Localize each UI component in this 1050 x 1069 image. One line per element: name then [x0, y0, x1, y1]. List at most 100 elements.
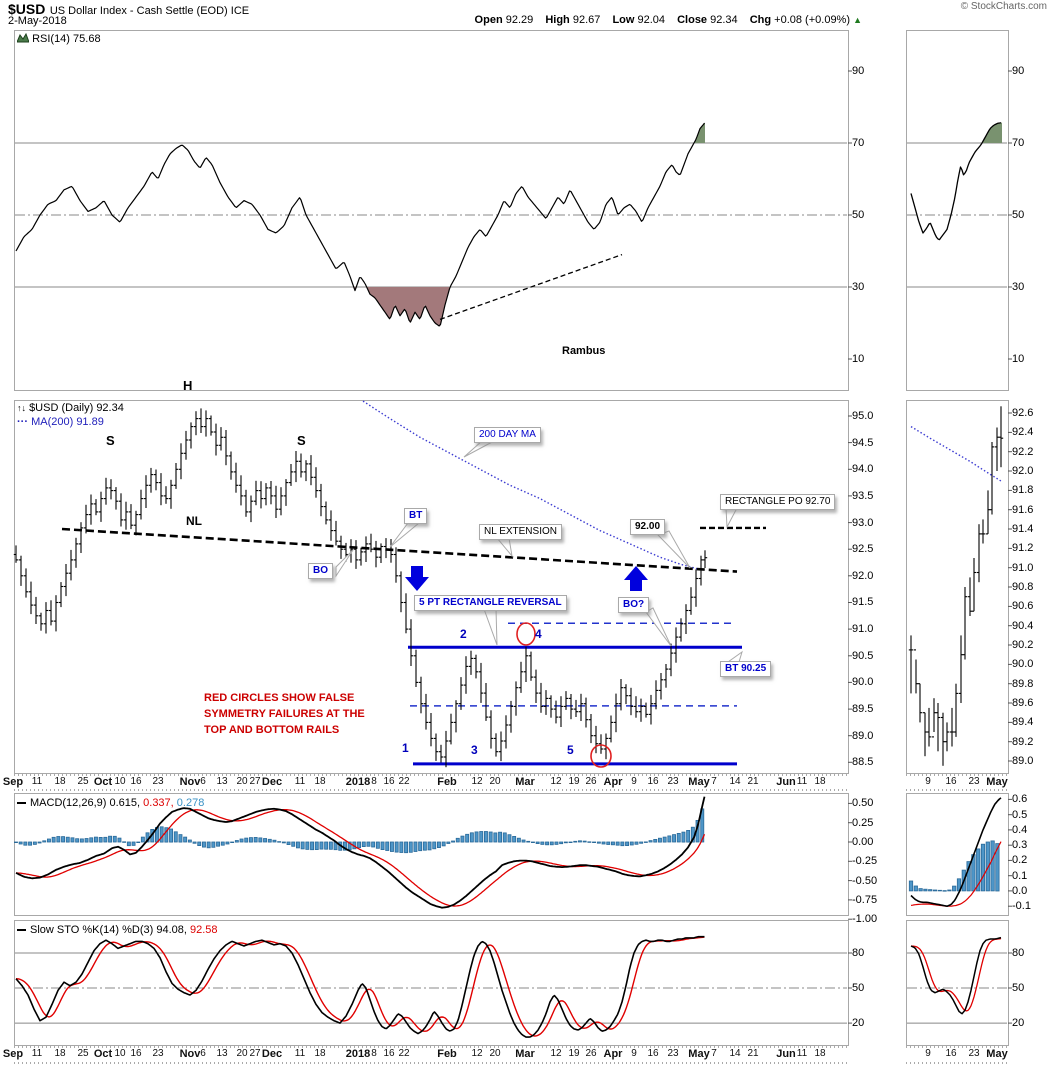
- x-axis-label: 27: [249, 1048, 261, 1059]
- price-mini-panel-tick: 89.0: [1012, 755, 1034, 767]
- x-axis-label: 16: [945, 1048, 957, 1059]
- rsi-mini-panel-tick: 70: [1012, 137, 1025, 149]
- callout-bo-question: BO?: [618, 597, 650, 613]
- macd-legend: MACD(12,26,9) 0.615, 0.337, 0.278: [17, 797, 204, 809]
- x-axis-label: 9: [925, 1048, 931, 1059]
- price-main-panel-tick: 89.5: [852, 703, 874, 715]
- x-axis-label: 16: [945, 776, 957, 787]
- macd-mini-panel-tick: 0.4: [1012, 824, 1028, 836]
- x-axis-label: 21: [747, 1048, 759, 1059]
- price-legend: ↑↓ $USD (Daily) 92.34: [17, 402, 124, 414]
- x-axis-label: 23: [968, 1048, 980, 1059]
- x-axis-label: 18: [314, 776, 326, 787]
- price-mini-panel-tick: 90.2: [1012, 639, 1034, 651]
- chart-title: US Dollar Index - Cash Settle (EOD) ICE: [49, 5, 250, 17]
- x-axis-label: Nov: [179, 776, 201, 788]
- price-mini-panel-tick: 92.2: [1012, 446, 1034, 458]
- price-main-panel-tick: 90.5: [852, 650, 874, 662]
- x-axis-label: May: [688, 1048, 710, 1060]
- sto-line-icon: [17, 929, 26, 932]
- price-main-panel-tick: 94.0: [852, 463, 874, 475]
- price-mini-panel-tick: 89.2: [1012, 736, 1034, 748]
- rsi-main-panel-tick: 90: [852, 65, 865, 77]
- macd-main-panel-tick: -0.50: [852, 875, 878, 887]
- rsi-legend: RSI(14) 75.68: [16, 32, 101, 45]
- red-circles-note: RED CIRCLES SHOW FALSE SYMMETRY FAILURES …: [204, 692, 365, 736]
- rsi-mini-panel-tick: 50: [1012, 209, 1025, 221]
- chg-label: Chg: [749, 14, 772, 26]
- sto-mini-panel-tick: 20: [1012, 1017, 1025, 1029]
- sto-main-panel-tick: 80: [852, 947, 865, 959]
- price-mini-panel-tick: 90.4: [1012, 620, 1034, 632]
- x-axis-label: 19: [568, 776, 580, 787]
- callout-bo: BO: [308, 563, 333, 579]
- x-axis-label: Apr: [603, 776, 623, 788]
- low-value: 92.04: [637, 14, 666, 26]
- updown-arrows-icon: ↑↓: [17, 403, 26, 413]
- high-label: High: [545, 14, 570, 26]
- x-axis-label: 8: [371, 1048, 377, 1059]
- tick-strip: [906, 1062, 1008, 1064]
- price-main-panel-tick: 92.0: [852, 570, 874, 582]
- sto-legend: Slow STO %K(14) %D(3) 94.08, 92.58: [17, 924, 218, 936]
- low-label: Low: [612, 14, 635, 26]
- x-axis-label: 9: [925, 776, 931, 787]
- x-axis-label: 22: [398, 776, 410, 787]
- x-axis-label: Jun: [776, 776, 796, 788]
- label-right-shoulder: S: [297, 433, 306, 448]
- price-mini-panel-tick: 90.8: [1012, 581, 1034, 593]
- x-axis-label: May: [986, 776, 1008, 788]
- x-axis-label: 20: [236, 776, 248, 787]
- x-axis-label: 18: [814, 1048, 826, 1059]
- macd-main-panel-tick: -1.00: [852, 913, 878, 925]
- x-axis-label: 23: [968, 776, 980, 787]
- macd-main-panel-tick: -0.75: [852, 894, 878, 906]
- x-axis-label: 11: [796, 776, 808, 787]
- x-axis-label: 14: [729, 776, 741, 787]
- x-axis-label: 8: [371, 776, 377, 787]
- high-value: 92.67: [572, 14, 601, 26]
- x-axis-label: 21: [747, 776, 759, 787]
- sto-mini-panel: [906, 920, 1009, 1046]
- label-neckline: NL: [186, 514, 202, 528]
- price-main-panel-tick: 91.5: [852, 596, 874, 608]
- price-mini-panel-tick: 90.6: [1012, 600, 1034, 612]
- price-legend-label: $USD (Daily): [29, 402, 94, 414]
- x-axis-label: 27: [249, 776, 261, 787]
- price-main-panel-tick: 93.5: [852, 490, 874, 502]
- x-axis-label: May: [986, 1048, 1008, 1060]
- x-axis-label: 10: [114, 776, 126, 787]
- tick-strip: [14, 1046, 848, 1048]
- callout-92-00: 92.00: [630, 519, 666, 535]
- callout-bt-9025: BT 90.25: [720, 661, 772, 677]
- ma-legend: ··· MA(200) 91.89: [17, 416, 104, 428]
- close-label: Close: [677, 14, 708, 26]
- x-axis-label: 20: [236, 1048, 248, 1059]
- close-value: 92.34: [710, 14, 738, 26]
- price-mini-panel-tick: 91.4: [1012, 523, 1034, 535]
- callout-rectangle-po: RECTANGLE PO 92.70: [720, 494, 836, 510]
- x-axis-label: 11: [31, 1048, 43, 1059]
- rsi-legend-icon: [16, 32, 30, 43]
- price-main-panel-tick: 95.0: [852, 410, 874, 422]
- x-axis-label: 23: [152, 1048, 164, 1059]
- reversal-point-1: 1: [402, 741, 409, 755]
- macd-mini-panel-tick: -0.1: [1012, 900, 1031, 912]
- x-axis-label: 9: [631, 776, 637, 787]
- tick-strip: [14, 774, 848, 776]
- tick-strip: [906, 774, 1008, 776]
- x-axis-label: Dec: [261, 776, 283, 788]
- tick-strip: [906, 789, 1008, 791]
- x-axis-label: 7: [711, 776, 717, 787]
- x-axis-label: 16: [383, 776, 395, 787]
- x-axis-label: 12: [471, 1048, 483, 1059]
- symbol: $USD: [8, 1, 46, 17]
- x-axis-label: Feb: [437, 776, 457, 788]
- x-axis-label: 11: [294, 1048, 306, 1059]
- x-axis-label: Mar: [515, 1048, 535, 1060]
- tick-strip: [14, 1062, 848, 1064]
- price-main-panel-tick: 89.0: [852, 730, 874, 742]
- sto-mini-panel-tick: 80: [1012, 947, 1025, 959]
- x-axis-label: 18: [814, 776, 826, 787]
- x-axis-label: Nov: [179, 1048, 201, 1060]
